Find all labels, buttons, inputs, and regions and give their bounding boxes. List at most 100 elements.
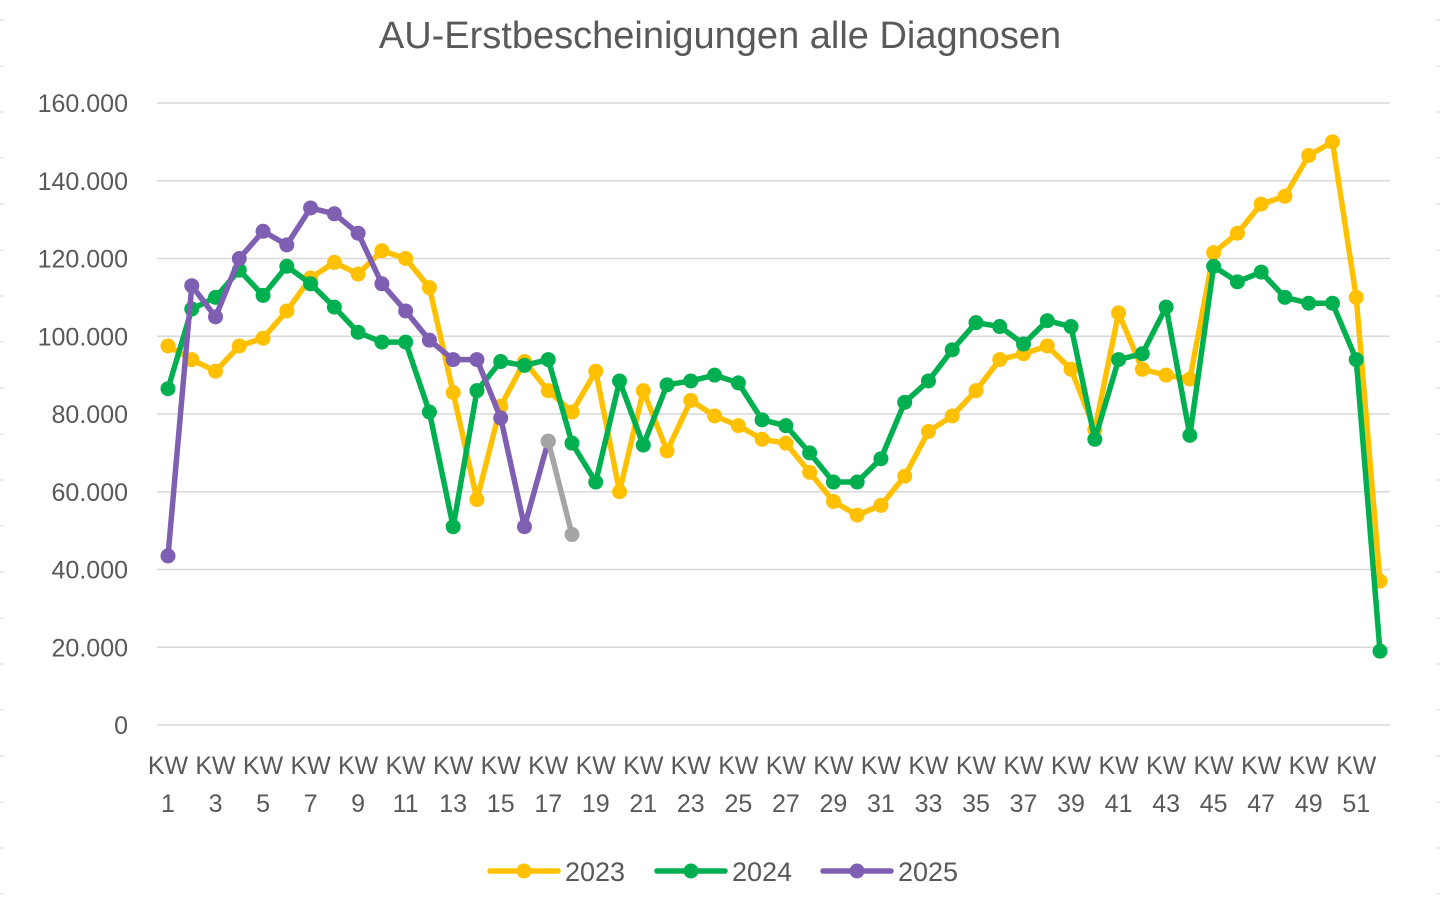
data-point (540, 433, 556, 449)
x-tick-label: KW (433, 752, 474, 780)
data-point (992, 352, 1008, 368)
data-point (1206, 245, 1222, 261)
x-tick-label: 11 (393, 790, 419, 818)
data-point (516, 357, 532, 373)
y-tick-label: 80.000 (52, 401, 128, 429)
data-point (469, 492, 485, 508)
data-point (1158, 367, 1174, 383)
x-tick-label: KW (243, 752, 284, 780)
data-point (493, 354, 509, 370)
x-tick-label: 51 (1342, 790, 1370, 818)
data-point (1111, 305, 1127, 321)
data-point (516, 519, 532, 535)
x-tick-label: 15 (487, 790, 515, 818)
data-point (350, 266, 366, 282)
x-tick-label: KW (576, 752, 617, 780)
x-tick-label: KW (623, 752, 664, 780)
data-point (683, 373, 699, 389)
data-point (1348, 289, 1364, 305)
data-point (588, 474, 604, 490)
data-point (825, 493, 841, 509)
x-tick-label: KW (908, 752, 949, 780)
data-point (1301, 147, 1317, 163)
data-point (469, 352, 485, 368)
legend-marker (516, 863, 532, 879)
data-point (1229, 274, 1245, 290)
data-point (184, 278, 200, 294)
x-tick-label: 13 (439, 790, 467, 818)
data-point (612, 484, 628, 500)
data-point (445, 352, 461, 368)
data-point (1301, 295, 1317, 311)
data-point (920, 373, 936, 389)
x-tick-label: KW (813, 752, 854, 780)
x-tick-label: KW (481, 752, 522, 780)
data-point (564, 527, 580, 543)
data-point (897, 468, 913, 484)
data-point (873, 497, 889, 513)
x-tick-label: 41 (1105, 790, 1133, 818)
data-point (707, 408, 723, 424)
y-tick-label: 60.000 (52, 479, 128, 507)
x-tick-label: 35 (962, 790, 990, 818)
x-tick-label: KW (1003, 752, 1044, 780)
x-tick-label: 39 (1057, 790, 1085, 818)
legend-item: 2025 (820, 857, 958, 887)
data-point (398, 251, 414, 266)
data-point (1372, 643, 1388, 659)
data-point (1134, 346, 1150, 362)
series-lines (160, 134, 1388, 659)
data-point (730, 418, 746, 434)
x-tick-label: KW (290, 752, 331, 780)
data-point (1111, 352, 1127, 368)
data-point (540, 383, 556, 399)
data-point (326, 206, 342, 222)
x-tick-label: 21 (629, 790, 657, 818)
data-point (445, 519, 461, 535)
x-tick-label: KW (1051, 752, 1092, 780)
data-point (1063, 361, 1079, 377)
data-point (849, 507, 865, 523)
legend: 2023 2024 2025 (487, 857, 958, 887)
x-tick-label: KW (671, 752, 712, 780)
data-point (1182, 371, 1198, 387)
data-point (1348, 352, 1364, 368)
data-point (920, 423, 936, 439)
data-point (1253, 196, 1269, 212)
gridlines (157, 102, 1390, 726)
data-point (374, 243, 390, 259)
data-point (303, 200, 319, 216)
data-point (421, 280, 437, 296)
series-line (165, 205, 551, 559)
x-tick-label: KW (338, 752, 379, 780)
data-point (707, 367, 723, 383)
data-point (398, 303, 414, 319)
x-tick-label: KW (1098, 752, 1139, 780)
y-tick-label: 160.000 (38, 90, 128, 118)
x-tick-label: KW (1194, 752, 1235, 780)
data-point (968, 315, 984, 331)
x-tick-label: 19 (582, 790, 610, 818)
data-point (208, 363, 224, 379)
data-point (968, 383, 984, 399)
data-point (255, 330, 271, 346)
x-tick-label: 37 (1010, 790, 1038, 818)
x-tick-label: KW (766, 752, 807, 780)
data-point (802, 445, 818, 461)
x-tick-label: 31 (867, 790, 895, 818)
data-point (326, 254, 342, 270)
data-point (1158, 299, 1174, 315)
data-point (659, 443, 675, 459)
data-point (1277, 188, 1293, 204)
data-point (540, 352, 556, 368)
data-point (825, 474, 841, 490)
data-point (445, 385, 461, 401)
data-point (493, 410, 509, 426)
chart-title: AU-Erstbescheinigungen alle Diagnosen (379, 15, 1061, 57)
series-2024 (160, 258, 1388, 659)
x-tick-label: KW (386, 752, 427, 780)
data-point (1182, 427, 1198, 443)
data-point (849, 474, 865, 490)
